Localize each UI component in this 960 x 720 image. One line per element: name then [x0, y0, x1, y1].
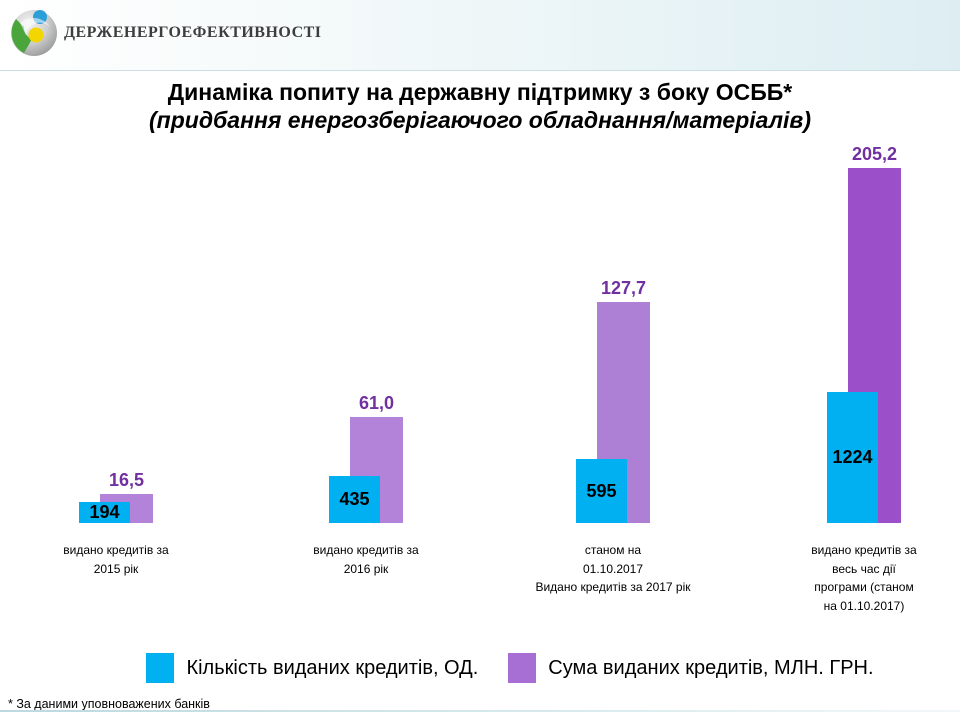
count-bar: 595 [576, 459, 627, 523]
chart-legend: Кількість виданих кредитів, ОД. Сума вида… [0, 645, 960, 691]
count-value-label: 595 [586, 480, 617, 501]
sum-value-label: 127,7 [600, 278, 647, 299]
legend-swatch [146, 653, 175, 683]
legend-label: Сума виданих кредитів, МЛН. ГРН. [548, 656, 874, 679]
header-band: Держенергоефективності [0, 0, 960, 71]
category-label: видано кредитів за весь час дії програми… [811, 543, 917, 613]
bottom-divider [0, 710, 960, 712]
sum-value-label: 205,2 [851, 144, 898, 164]
legend-label: Кількість виданих кредитів, ОД. [186, 656, 479, 679]
legend-swatch [508, 653, 537, 683]
sum-value-label: 16,5 [108, 470, 145, 491]
count-bar: 435 [329, 476, 380, 523]
category-label: видано кредитів за 2015 рік [63, 543, 169, 576]
chart-title-block: Динаміка попиту на державну підтримку з … [0, 78, 960, 134]
footnote: * За даними уповноважених банків [8, 697, 210, 711]
energy-sphere-logo-icon [11, 10, 57, 56]
count-bar: 1224 [827, 392, 878, 523]
category-label: станом на 01.10.2017 Видано кредитів за … [535, 543, 691, 595]
chart-title: Динаміка попиту на державну підтримку з … [167, 79, 793, 105]
category-label: видано кредитів за 2016 рік [313, 543, 419, 576]
count-value-label: 194 [89, 502, 120, 523]
chart-subtitle: (придбання енергозберігаючого обладнання… [149, 107, 811, 133]
legend-item: Кількість виданих кредитів, ОД. [146, 653, 478, 683]
count-value-label: 1224 [832, 447, 873, 467]
count-bar: 194 [79, 502, 130, 523]
count-value-label: 435 [339, 489, 370, 510]
agency-name: Держенергоефективності [64, 24, 322, 41]
sum-value-label: 61,0 [358, 393, 395, 414]
legend-item: Сума виданих кредитів, МЛН. ГРН. [508, 653, 874, 683]
